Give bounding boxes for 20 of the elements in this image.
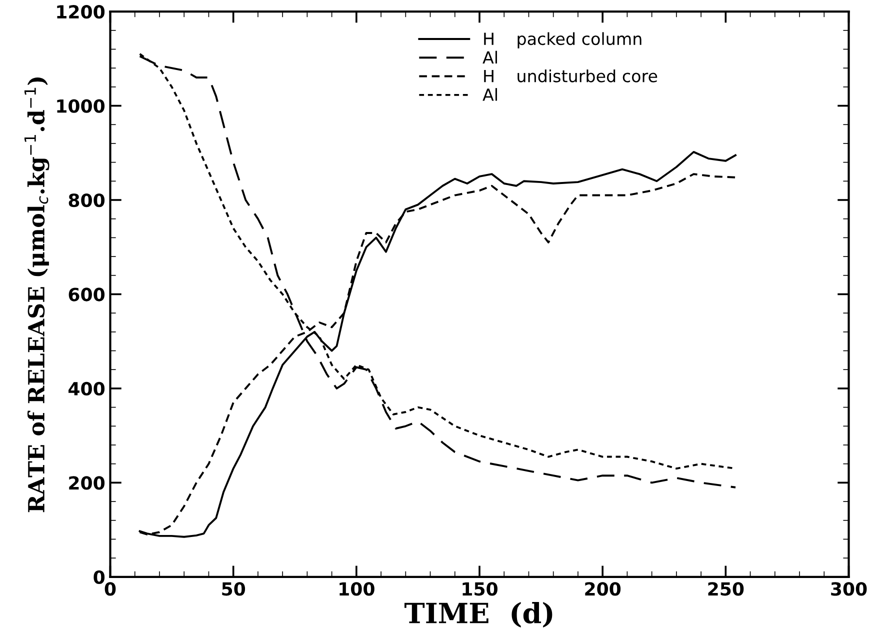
y-tick-label: 0 — [94, 570, 105, 584]
legend-label: Al — [482, 50, 497, 64]
y-tick-label: 800 — [68, 193, 105, 208]
x-axis-title: TIME (d) — [404, 602, 552, 628]
legend-label: H undisturbed core — [484, 69, 658, 82]
y-tick-label: 200 — [69, 476, 105, 490]
x-tick-label: 50 — [222, 582, 246, 596]
y-tick-label: 600 — [68, 288, 105, 302]
y-axis-title: RATE of RELEASE (μmol$_{c}$.kg$^{−1}$.d$^{−1}$) — [24, 77, 50, 512]
legend-label: Al — [482, 88, 497, 101]
x-tick-label: 0 — [104, 582, 116, 596]
x-tick-label: 250 — [708, 582, 744, 596]
x-tick-label: 200 — [585, 582, 621, 596]
y-tick-label: 400 — [68, 382, 105, 396]
legend-label: H packed column — [484, 32, 642, 48]
y-tick-label: 1200 — [57, 4, 105, 19]
x-tick-label: 300 — [831, 582, 867, 596]
x-tick-label: 100 — [340, 582, 374, 596]
x-tick-label: 150 — [462, 582, 498, 596]
y-tick-label: 1000 — [57, 99, 105, 113]
